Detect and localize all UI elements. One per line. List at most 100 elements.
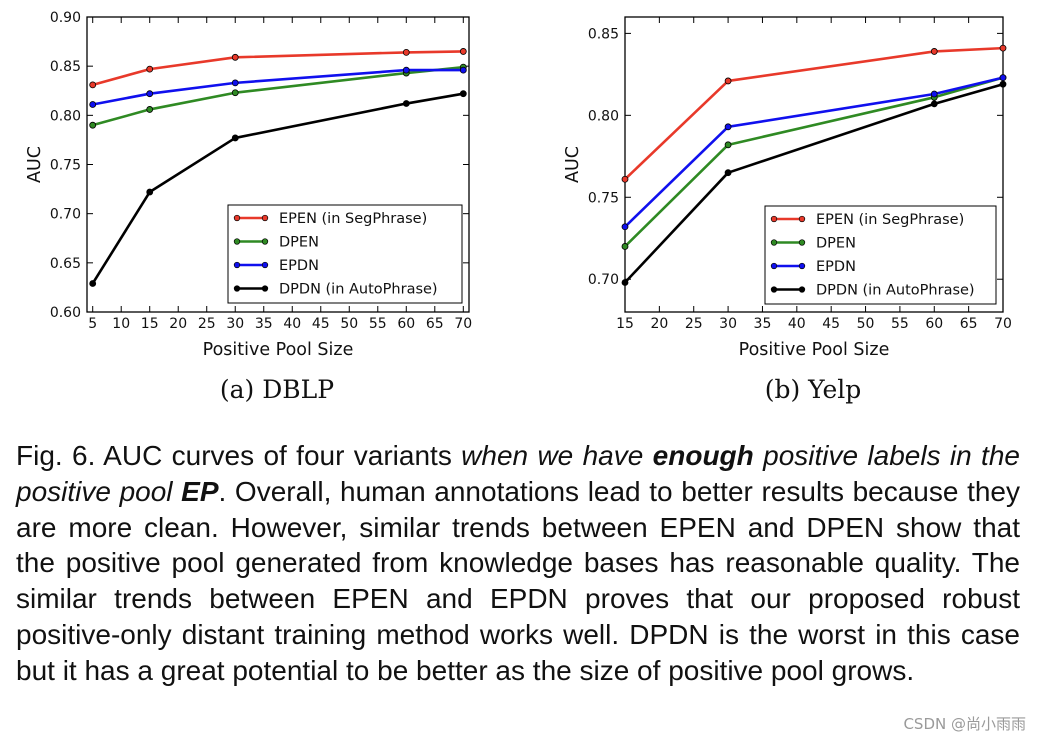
y-tick-label: 0.70: [50, 207, 81, 223]
series-dpen: [89, 63, 467, 129]
caption-italic-1: when we have: [461, 440, 653, 471]
y-tick-label: 0.85: [588, 26, 619, 42]
x-tick-label: 60: [397, 316, 415, 332]
data-point: [930, 48, 938, 55]
caption-bold-enough: enough: [652, 440, 754, 471]
y-tick-label: 0.80: [50, 108, 81, 124]
data-point: [724, 123, 732, 131]
legend-swatch-marker: [261, 261, 269, 269]
data-point: [146, 188, 154, 196]
series-line: [624, 82, 1004, 284]
legend-swatch-marker: [261, 214, 269, 222]
x-tick-label: 55: [891, 316, 909, 332]
x-tick-label: 25: [198, 316, 216, 332]
data-point: [146, 90, 154, 98]
legend-label: EPEN (in SegPhrase): [816, 212, 964, 228]
x-tick-label: 40: [283, 316, 301, 332]
data-point: [402, 100, 410, 107]
x-tick-label: 30: [226, 316, 244, 332]
legend-swatch-marker: [233, 214, 241, 222]
x-tick-label: 35: [754, 316, 772, 332]
x-tick-label: 50: [340, 316, 358, 332]
x-tick-label: 10: [112, 316, 130, 332]
data-point: [231, 79, 239, 87]
data-point: [89, 81, 97, 89]
data-point: [459, 48, 467, 55]
data-point: [402, 66, 410, 74]
subcaption: (b) Yelp: [765, 375, 862, 404]
legend-swatch-marker: [798, 286, 806, 293]
chart-b: 15 20 25 30 35 40 45 50 55 60 65 70 0.70 0.75 0.80 0.85…: [563, 16, 1012, 404]
data-point: [402, 49, 410, 56]
legend-label: DPDN (in AutoPhrase): [279, 282, 438, 298]
chart-a: 5 10 15 20 25 30 35 40 45 50 55 60 65 70 0.60 0.65 0.70 0…: [25, 10, 472, 404]
plot-frame: [624, 16, 1004, 313]
y-tick-label: 0.60: [50, 305, 81, 321]
y-tick-label: 0.75: [50, 158, 81, 174]
x-axis-label: Positive Pool Size: [203, 340, 354, 360]
data-point: [459, 66, 467, 74]
data-point: [231, 53, 239, 61]
legend-swatch-marker: [798, 215, 806, 223]
caption-italic-2: positive labels in the positive pool: [16, 440, 1020, 507]
data-point: [146, 65, 154, 73]
x-tick-label: 15: [616, 316, 634, 332]
subcaption: (a) DBLP: [220, 375, 334, 404]
data-point: [724, 169, 732, 177]
x-tick-label: 50: [857, 316, 875, 332]
legend-swatch-marker: [233, 238, 241, 245]
legend-swatch-marker: [798, 239, 806, 246]
data-point: [459, 90, 467, 98]
x-tick-label: 70: [454, 316, 472, 332]
data-point: [89, 280, 97, 287]
legend-label: DPDN (in AutoPhrase): [816, 283, 975, 299]
x-tick-label: 15: [141, 316, 159, 332]
y-tick-label: 0.85: [50, 59, 81, 75]
data-point: [231, 134, 239, 142]
legend-swatch-marker: [261, 238, 269, 245]
legend-label: EPDN: [816, 259, 856, 275]
series-epen-in-segphrase: [621, 44, 1007, 183]
series-epen-in-segphrase: [89, 48, 467, 89]
series-dpdn-in-autophrase: [621, 80, 1007, 286]
series-dpdn-in-autophrase: [89, 90, 467, 287]
x-tick-label: 65: [426, 316, 444, 332]
legend-label: DPEN: [279, 235, 319, 251]
x-tick-label: 65: [960, 316, 978, 332]
data-point: [231, 89, 239, 97]
legend-label: EPDN: [279, 258, 319, 274]
caption-rest: . Overall, human annotations lead to bet…: [16, 475, 1021, 686]
x-tick-label: 35: [255, 316, 273, 332]
x-tick-label: 20: [650, 316, 668, 332]
data-point: [930, 100, 938, 108]
figure-caption: Fig. 6. AUC curves of four variants when…: [16, 438, 1020, 689]
data-point: [89, 101, 97, 108]
x-tick-label: 20: [169, 316, 187, 332]
x-tick-label: 30: [719, 316, 737, 332]
legend-swatch-marker: [233, 285, 241, 292]
legend-swatch-marker: [770, 286, 778, 293]
legend: EPEN (in SegPhrase) DPEN EPDN DPDN (in Auto…: [227, 204, 463, 304]
legend: EPEN (in SegPhrase) DPEN EPDN DPDN (in Auto…: [764, 205, 997, 305]
y-tick-label: 0.75: [588, 190, 619, 206]
caption-bold-ep: EP: [181, 475, 219, 507]
y-tick-label: 0.80: [588, 108, 619, 124]
x-tick-label: 70: [994, 316, 1012, 332]
data-point: [89, 121, 97, 129]
x-tick-label: 40: [788, 316, 806, 332]
watermark: CSDN @尚小雨雨: [903, 715, 1026, 733]
legend-swatch-marker: [770, 239, 778, 246]
data-point: [621, 279, 629, 286]
series-epdn: [89, 66, 467, 108]
legend-swatch-marker: [798, 262, 806, 270]
legend-swatch-marker: [233, 261, 241, 269]
data-point: [999, 80, 1007, 88]
data-point: [930, 90, 938, 98]
figure-charts: 5 10 15 20 25 30 35 40 45 50 55 60 65 70 0.60 0.65 0.70 0…: [25, 10, 1012, 404]
series-line: [624, 76, 1004, 248]
x-tick-label: 5: [88, 316, 97, 332]
series-epdn: [621, 74, 1007, 231]
caption-lead: Fig. 6. AUC curves of four variants: [16, 440, 462, 471]
y-axis-label: AUC: [563, 146, 583, 183]
x-tick-label: 45: [312, 316, 330, 332]
